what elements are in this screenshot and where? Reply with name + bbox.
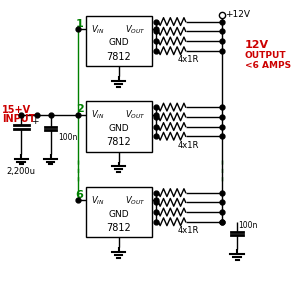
- Text: OUTPUT: OUTPUT: [245, 51, 286, 60]
- Text: 12V: 12V: [245, 40, 269, 50]
- Text: $V_{OUT}$: $V_{OUT}$: [125, 194, 146, 207]
- Text: GND: GND: [108, 209, 129, 218]
- Bar: [85, 16, 152, 66]
- Text: +12V: +12V: [226, 10, 250, 19]
- Text: $V_{IN}$: $V_{IN}$: [92, 109, 105, 121]
- Text: 100n: 100n: [58, 133, 78, 142]
- Text: 1: 1: [76, 19, 84, 29]
- Text: 4x1R: 4x1R: [178, 226, 199, 235]
- Text: 4x1R: 4x1R: [178, 140, 199, 150]
- Text: $V_{OUT}$: $V_{OUT}$: [125, 23, 146, 36]
- Text: +: +: [31, 117, 39, 126]
- Text: $V_{IN}$: $V_{IN}$: [92, 23, 105, 36]
- Text: 100n: 100n: [238, 221, 257, 230]
- Text: 2: 2: [76, 104, 84, 114]
- Text: 4x1R: 4x1R: [178, 55, 199, 64]
- Bar: [85, 187, 152, 237]
- Text: 15+V: 15+V: [2, 105, 31, 115]
- Text: 2,200u: 2,200u: [7, 167, 36, 176]
- Text: <6 AMPS: <6 AMPS: [245, 61, 291, 70]
- Text: INPUT: INPUT: [2, 114, 35, 124]
- Text: 6: 6: [76, 190, 84, 200]
- Text: $V_{IN}$: $V_{IN}$: [92, 194, 105, 207]
- Text: GND: GND: [108, 124, 129, 133]
- Bar: [85, 101, 152, 152]
- Text: $V_{OUT}$: $V_{OUT}$: [125, 109, 146, 121]
- Text: GND: GND: [108, 39, 129, 48]
- Text: 7812: 7812: [106, 137, 131, 147]
- Text: 7812: 7812: [106, 52, 131, 61]
- Text: 7812: 7812: [106, 223, 131, 233]
